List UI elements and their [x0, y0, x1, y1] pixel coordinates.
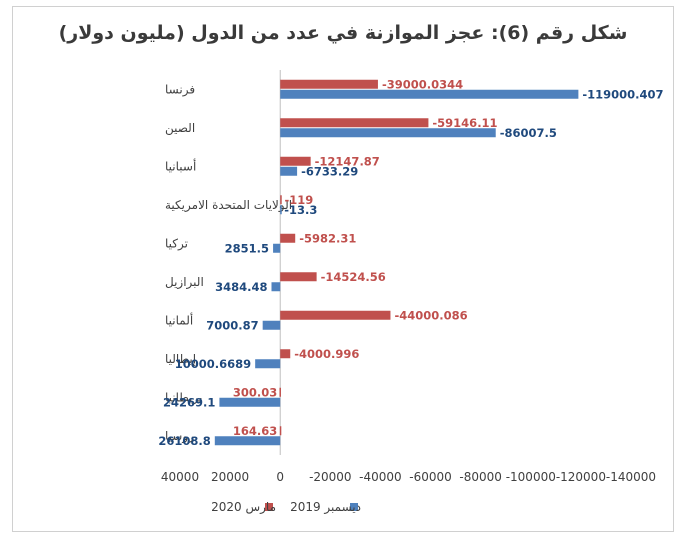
chart-title: شكل رقم (6): عجز الموازنة في عدد من الدو… [58, 22, 628, 44]
legend-swatch-march-2020 [265, 503, 273, 511]
x-tick-label: -60000 [409, 470, 452, 484]
bar-dec-2019 [214, 436, 281, 446]
data-label-dec-2019: 10000.6689 [175, 357, 251, 371]
bar-march-2020 [280, 233, 296, 243]
x-tick-label: 40000 [161, 470, 199, 484]
bar-dec-2019 [271, 282, 281, 292]
data-label-march-2020: -14524.56 [321, 270, 386, 284]
bar-march-2020 [279, 387, 281, 397]
x-tick-label: -40000 [359, 470, 402, 484]
data-label-dec-2019: -86007.5 [500, 126, 557, 140]
data-label-march-2020: -5982.31 [299, 231, 356, 245]
data-label-march-2020: 300.03 [233, 385, 277, 399]
category-label: الولايات المتحدة الامريكية [165, 198, 292, 213]
data-label-march-2020: -44000.086 [394, 308, 467, 322]
bar-dec-2019 [280, 205, 282, 215]
category-label: إيطاليا [165, 352, 196, 366]
data-label-dec-2019: 26108.8 [158, 434, 210, 448]
bar-dec-2019 [273, 243, 281, 253]
category-label: الصين [165, 121, 195, 136]
data-label-march-2020: -39000.0344 [382, 77, 463, 91]
bar-dec-2019 [280, 166, 298, 176]
bar-march-2020 [280, 118, 429, 128]
data-label-march-2020: -4000.996 [294, 347, 359, 361]
x-tick-label: -140000 [606, 470, 656, 484]
bar-dec-2019 [262, 320, 281, 330]
legend-label-march-2020: مارس 2020 [211, 500, 276, 515]
bar-march-2020 [280, 79, 378, 89]
legend-label-dec-2019: ديسمبر 2019 [290, 500, 361, 515]
category-label: بريطانيا [165, 390, 202, 405]
bar-dec-2019 [280, 128, 496, 138]
data-label-dec-2019: 3484.48 [215, 280, 267, 294]
bar-dec-2019 [219, 397, 281, 407]
data-label-dec-2019: 2851.5 [225, 241, 269, 255]
data-label-dec-2019: 7000.87 [206, 318, 258, 332]
bar-dec-2019 [255, 359, 281, 369]
category-label: تركيا [165, 236, 188, 251]
data-label-dec-2019: -6733.29 [301, 164, 358, 178]
bar-march-2020 [280, 195, 282, 205]
bar-march-2020 [280, 272, 317, 282]
data-label-dec-2019: 24269.1 [163, 395, 215, 409]
x-tick-label: 20000 [211, 470, 249, 484]
bar-march-2020 [280, 349, 291, 359]
bar-dec-2019 [280, 89, 579, 99]
data-label-march-2020: -59146.11 [432, 116, 497, 130]
x-tick-label: 0 [276, 470, 284, 484]
bar-march-2020 [280, 156, 311, 166]
data-label-dec-2019: -119000.407 [582, 87, 663, 101]
data-label-dec-2019: -13.3 [284, 203, 317, 217]
legend-swatch-dec-2019 [350, 503, 358, 511]
category-label: أسبانيا [165, 158, 196, 173]
category-label: ألمانيا [165, 312, 193, 327]
data-label-march-2020: 164.63 [233, 424, 277, 438]
x-tick-label: -120000 [556, 470, 606, 484]
category-label: البرازيل [165, 275, 204, 290]
x-tick-label: -100000 [506, 470, 556, 484]
category-label: فرنسا [165, 82, 195, 97]
bar-march-2020 [279, 426, 282, 436]
x-tick-label: -20000 [309, 470, 352, 484]
data-label-march-2020: -119 [285, 193, 314, 207]
category-label: روسيا [165, 429, 194, 444]
data-label-march-2020: -12147.87 [315, 154, 380, 168]
x-tick-label: -80000 [459, 470, 502, 484]
bar-march-2020 [280, 310, 391, 320]
